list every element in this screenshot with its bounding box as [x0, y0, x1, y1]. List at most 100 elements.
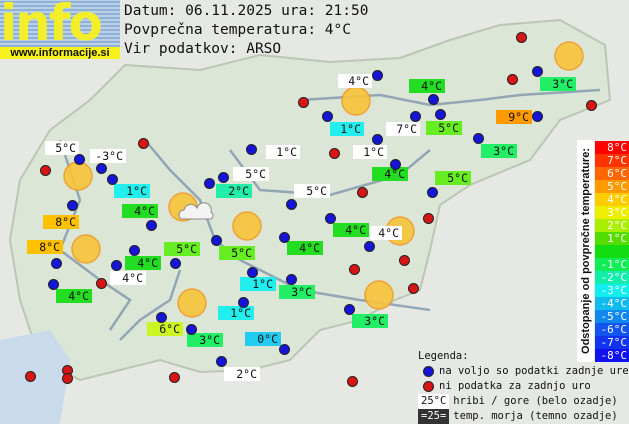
station-temperature-label: 0°C: [245, 332, 281, 346]
scale-step: 3°C: [595, 206, 629, 219]
scale-step: -7°C: [595, 336, 629, 349]
station-dot-available[interactable]: [435, 109, 446, 120]
station-dot-unavailable[interactable]: [329, 148, 340, 159]
scale-step: -2°C: [595, 271, 629, 284]
station-temperature-label: 4°C: [372, 167, 408, 181]
sun-icon: [177, 288, 207, 318]
hills-sample: 25°C: [418, 394, 450, 409]
station-dot-unavailable[interactable]: [169, 372, 180, 383]
station-dot-available[interactable]: [410, 111, 421, 122]
station-dot-available[interactable]: [67, 200, 78, 211]
date-time: Datum: 06.11.2025 ura: 21:50: [124, 3, 369, 19]
scale-step: -1°C: [595, 258, 629, 271]
station-temperature-label: 4°C: [110, 271, 146, 285]
station-dot-available[interactable]: [364, 241, 375, 252]
station-dot-available[interactable]: [322, 111, 333, 122]
station-temperature-label: 8°C: [27, 240, 63, 254]
station-dot-available[interactable]: [427, 187, 438, 198]
station-dot-available[interactable]: [279, 232, 290, 243]
station-temperature-label: 3°C: [187, 333, 223, 347]
station-dot-available[interactable]: [96, 163, 107, 174]
station-dot-unavailable[interactable]: [349, 264, 360, 275]
scale-step: 7°C: [595, 154, 629, 167]
station-dot-available[interactable]: [204, 178, 215, 189]
station-dot-unavailable[interactable]: [347, 376, 358, 387]
station-dot-unavailable[interactable]: [357, 187, 368, 198]
station-dot-unavailable[interactable]: [96, 278, 107, 289]
scale-step: -3°C: [595, 284, 629, 297]
station-dot-available[interactable]: [170, 258, 181, 269]
station-temperature-label: 1°C: [114, 184, 150, 198]
data-source: Vir podatkov: ARSO: [124, 41, 282, 57]
legend-title: Legenda:: [418, 350, 469, 362]
station-dot-available[interactable]: [428, 94, 439, 105]
station-dot-available[interactable]: [279, 344, 290, 355]
scale-step: -6°C: [595, 323, 629, 336]
red-dot-icon: [423, 381, 434, 392]
station-dot-unavailable[interactable]: [25, 371, 36, 382]
station-dot-available[interactable]: [390, 159, 401, 170]
station-dot-available[interactable]: [246, 144, 257, 155]
station-temperature-label: 5°C: [426, 121, 462, 135]
station-dot-available[interactable]: [111, 260, 122, 271]
station-dot-unavailable[interactable]: [399, 255, 410, 266]
station-temperature-label: 2°C: [216, 184, 252, 198]
station-dot-unavailable[interactable]: [138, 138, 149, 149]
station-temperature-label: 5°C: [233, 167, 269, 181]
station-temperature-label: 4°C: [122, 204, 158, 218]
station-dot-available[interactable]: [286, 199, 297, 210]
station-dot-available[interactable]: [286, 274, 297, 285]
sun-icon: [364, 280, 394, 310]
station-dot-available[interactable]: [129, 245, 140, 256]
station-dot-available[interactable]: [107, 174, 118, 185]
station-dot-available[interactable]: [216, 356, 227, 367]
station-dot-available[interactable]: [247, 267, 258, 278]
station-dot-unavailable[interactable]: [40, 165, 51, 176]
station-dot-available[interactable]: [156, 312, 167, 323]
station-temperature-label: 3°C: [279, 285, 315, 299]
station-dot-unavailable[interactable]: [408, 283, 419, 294]
station-dot-available[interactable]: [372, 70, 383, 81]
station-dot-available[interactable]: [344, 304, 355, 315]
scale-step: 2°C: [595, 219, 629, 232]
station-dot-available[interactable]: [473, 133, 484, 144]
station-dot-available[interactable]: [211, 235, 222, 246]
scale-step: 4°C: [595, 193, 629, 206]
station-dot-unavailable[interactable]: [516, 32, 527, 43]
station-dot-available[interactable]: [74, 154, 85, 165]
station-dot-unavailable[interactable]: [298, 97, 309, 108]
station-dot-unavailable[interactable]: [507, 74, 518, 85]
station-temperature-label: 6°C: [147, 322, 183, 336]
scale-step: [595, 245, 629, 258]
legend-hills: hribi / gore (belo ozadje): [453, 395, 618, 407]
station-dot-available[interactable]: [532, 66, 543, 77]
station-temperature-label: 3°C: [352, 314, 388, 328]
station-dot-available[interactable]: [51, 258, 62, 269]
sun-icon: [554, 41, 584, 71]
logo-url[interactable]: www.informacije.si: [0, 47, 120, 59]
station-dot-available[interactable]: [532, 111, 543, 122]
station-dot-available[interactable]: [48, 279, 59, 290]
station-temperature-label: 3°C: [481, 144, 517, 158]
sun-icon: [341, 86, 371, 116]
station-dot-available[interactable]: [218, 172, 229, 183]
legend-sea: temp. morja (temno ozadje): [453, 410, 618, 422]
station-dot-available[interactable]: [372, 134, 383, 145]
station-temperature-label: 3°C: [540, 77, 576, 91]
station-dot-unavailable[interactable]: [62, 373, 73, 384]
station-dot-unavailable[interactable]: [423, 213, 434, 224]
station-temperature-label: 5°C: [219, 246, 255, 260]
station-dot-unavailable[interactable]: [586, 100, 597, 111]
legend-red: ni podatka za zadnjo uro: [439, 380, 591, 392]
sun-icon: [232, 211, 262, 241]
scale-step: -8°C: [595, 349, 629, 362]
station-dot-available[interactable]: [238, 297, 249, 308]
station-temperature-label: 7°C: [386, 122, 420, 136]
station-temperature-label: 4°C: [287, 241, 323, 255]
legend: Legenda: na voljo so podatki zadnje ure …: [418, 349, 629, 424]
station-dot-available[interactable]: [146, 220, 157, 231]
station-dot-available[interactable]: [186, 324, 197, 335]
station-dot-available[interactable]: [325, 213, 336, 224]
scale-step: 6°C: [595, 167, 629, 180]
